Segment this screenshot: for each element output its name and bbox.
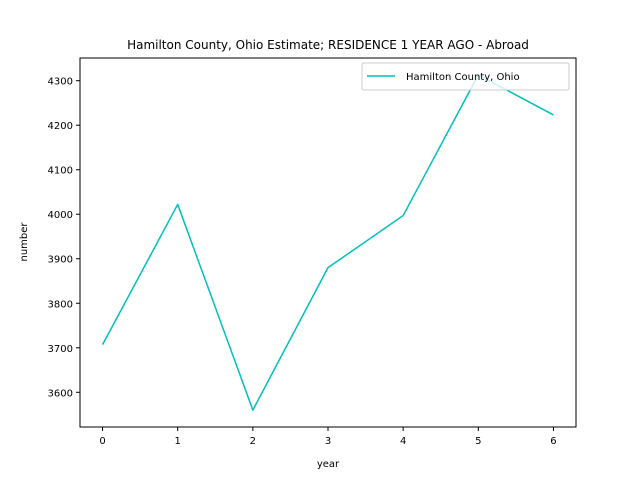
- legend: Hamilton County, Ohio: [361, 62, 570, 91]
- x-tick-label: 5: [475, 436, 481, 447]
- x-tick-label: 0: [99, 436, 105, 447]
- legend-label: Hamilton County, Ohio: [406, 72, 520, 83]
- y-tick-label: 3900: [48, 255, 73, 266]
- chart-title: Hamilton County, Ohio Estimate; RESIDENC…: [127, 38, 529, 52]
- y-axis-label: number: [19, 222, 30, 262]
- x-axis-ticks: 0 1 2 3 4 5 6: [99, 427, 557, 447]
- axes-frame: [79, 57, 577, 428]
- y-tick-label: 3800: [48, 299, 73, 310]
- x-tick-label: 2: [250, 436, 256, 447]
- legend-box: [361, 62, 570, 91]
- series-line-0: [101, 74, 554, 411]
- y-axis-ticks: 3600 3700 3800 3900 4000 4100 4200 4300: [48, 77, 80, 399]
- x-tick-label: 4: [400, 436, 406, 447]
- x-tick-label: 3: [325, 436, 331, 447]
- y-tick-label: 4300: [48, 77, 73, 88]
- y-tick-label: 3700: [48, 344, 73, 355]
- y-tick-label: 4200: [48, 121, 73, 132]
- x-axis-label: year: [317, 459, 340, 470]
- y-tick-label: 3600: [48, 388, 73, 399]
- x-tick-label: 1: [175, 436, 181, 447]
- y-tick-label: 4100: [48, 166, 73, 177]
- plot-area: [101, 74, 554, 411]
- x-tick-label: 6: [550, 436, 556, 447]
- y-tick-label: 4000: [48, 210, 73, 221]
